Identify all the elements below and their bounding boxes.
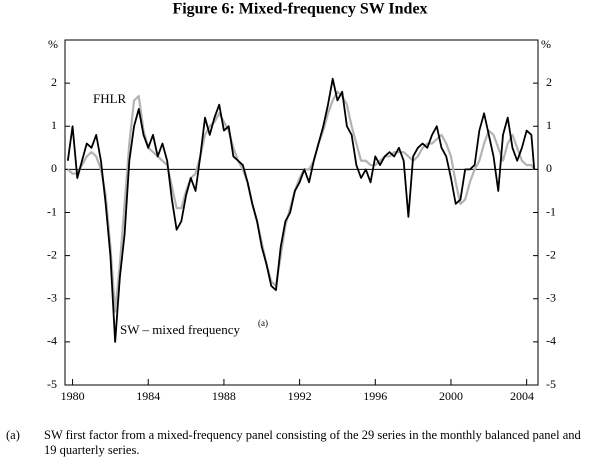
x-tick-label: 2004 — [510, 389, 534, 403]
y-tick-label: -3 — [47, 291, 57, 305]
series-line — [66, 77, 536, 343]
y-tick-label: 1 — [546, 118, 552, 132]
y-tick-label: -4 — [546, 334, 556, 348]
y-tick-label: 1 — [51, 118, 57, 132]
y-tick-label: 2 — [51, 75, 57, 89]
x-tick-label: 1996 — [363, 389, 387, 403]
footnote-marker: (a) — [6, 428, 20, 442]
x-tick-label: 1992 — [288, 389, 312, 403]
annotation: FHLR — [93, 91, 127, 106]
chart: Figure 6: Mixed-frequency SW Index % % F… — [47, 1, 556, 403]
y-tick-label: -5 — [47, 377, 57, 391]
y-tick-label: -2 — [546, 247, 556, 261]
x-tick-label: 1988 — [212, 389, 236, 403]
series-line — [67, 90, 536, 313]
y-tick-label: 0 — [546, 161, 552, 175]
y-axis-label: % — [48, 37, 58, 51]
x-tick-label: 1980 — [61, 389, 85, 403]
y-axis-label: % — [541, 37, 551, 51]
y-tick-label: -1 — [47, 204, 57, 218]
y-tick-label: -5 — [546, 377, 556, 391]
footnote-text: SW first factor from a mixed-frequency p… — [44, 428, 581, 457]
x-tick-label: 1984 — [136, 389, 160, 403]
annotation: (a) — [258, 318, 268, 328]
y-tick-label: -4 — [47, 334, 57, 348]
y-tick-label: -3 — [546, 291, 556, 305]
y-tick-label: -1 — [546, 204, 556, 218]
chart-title: Figure 6: Mixed-frequency SW Index — [172, 1, 427, 18]
y-tick-label: 0 — [51, 161, 57, 175]
y-tick-label: -2 — [47, 247, 57, 261]
y-tick-label: 2 — [546, 75, 552, 89]
x-tick-label: 2000 — [439, 389, 463, 403]
footnote: (a) SW first factor from a mixed-frequen… — [6, 428, 596, 458]
annotation: SW – mixed frequency — [120, 322, 240, 337]
